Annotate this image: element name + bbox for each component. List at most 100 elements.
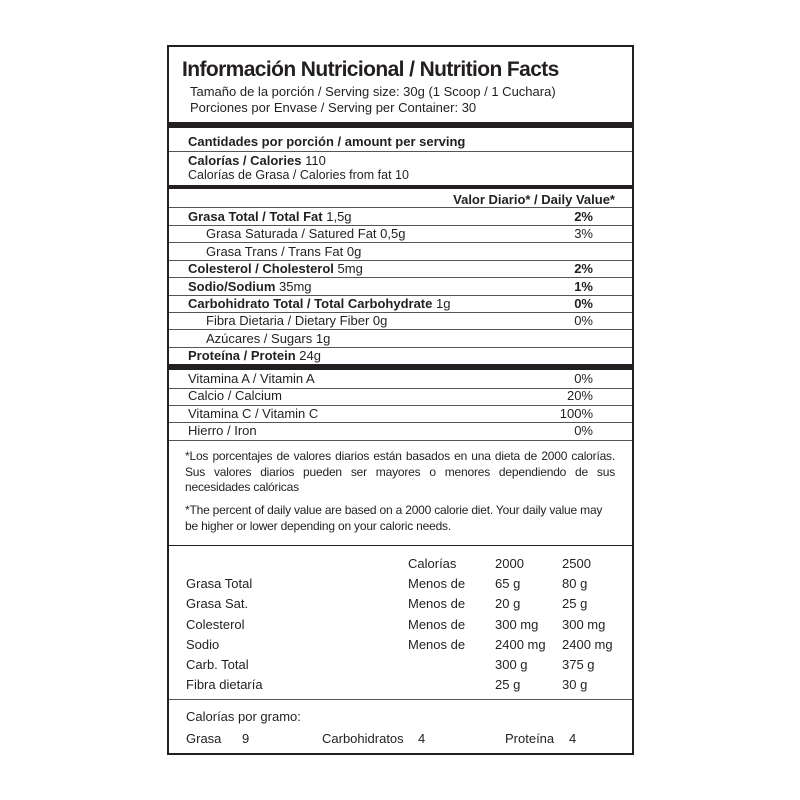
footnote-spanish: *Los porcentajes de valores diarios está… — [185, 449, 615, 494]
reference-table-cell: Grasa Sat. — [186, 596, 249, 612]
nutrient-label: Carbohidrato Total / Total Carbohydrate — [188, 296, 433, 311]
servings-per-container: Porciones por Envase / Serving per Conta… — [190, 100, 477, 115]
nutrient-daily-value: 0% — [574, 313, 593, 329]
divider — [169, 439, 632, 441]
reference-table-header-cell: 2000 — [495, 556, 524, 571]
reference-table-cell: Grasa Total — [186, 576, 253, 592]
nutrient-amount: 24g — [299, 348, 321, 364]
serving-size: Tamaño de la porción / Serving size: 30g… — [190, 84, 556, 99]
divider — [169, 329, 632, 331]
cpg-fat-value: 9 — [242, 731, 250, 746]
nutrient-row: Colesterol / Cholesterol 5mg — [188, 261, 363, 276]
nutrient-label: Grasa Trans / Trans Fat — [206, 243, 344, 259]
reference-table-cell: 375 g — [562, 657, 595, 672]
reference-table-cell: 65 g — [495, 576, 521, 592]
cpg-carb-value: 4 — [418, 731, 426, 746]
nutrient-row: Proteína / Protein 24g — [188, 348, 321, 363]
calories-per-gram-title: Calorías por gramo: — [186, 709, 301, 724]
divider — [169, 225, 632, 226]
nutrient-row: Grasa Total / Total Fat 1,5g — [188, 209, 352, 224]
divider — [169, 404, 632, 406]
divider — [169, 422, 632, 424]
reference-table-cell: 2400 mg — [495, 636, 546, 652]
vitamin-daily-value: 20% — [566, 388, 593, 404]
divider — [169, 387, 632, 389]
vitamin-label: Vitamina A / Vitamin A — [188, 371, 315, 386]
label-title: Información Nutricional / Nutrition Fact… — [182, 58, 559, 81]
nutrient-label: Azúcares / Sugars — [206, 330, 313, 346]
divider — [169, 346, 632, 348]
nutrient-row: Fibra Dietaria / Dietary Fiber 0g — [206, 313, 387, 328]
reference-table-cell: Fibra dietaría — [186, 677, 263, 693]
nutrient-label: Grasa Saturada / Satured Fat — [206, 226, 377, 242]
nutrient-amount: 1,5g — [326, 209, 352, 224]
nutrient-row: Sodio/Sodium 35mg — [188, 279, 312, 294]
cpg-fat-label: Grasa — [186, 731, 222, 746]
cpg-carb-label: Carbohidratos — [322, 731, 404, 746]
calories-value: 110 — [305, 153, 326, 168]
divider — [169, 545, 632, 546]
vitamin-label: Hierro / Iron — [188, 423, 257, 439]
vitamin-daily-value: 100% — [559, 405, 593, 421]
reference-table-header-cell: Calorías — [408, 556, 457, 571]
cpg-protein-label: Proteína — [505, 731, 555, 746]
nutrient-daily-value: 3% — [574, 226, 593, 242]
reference-table-header-cell: 2500 — [562, 556, 591, 571]
reference-table-cell: 300 mg — [495, 616, 539, 632]
reference-table-cell: 300 g — [495, 657, 528, 672]
reference-table-cell: 300 mg — [562, 616, 606, 632]
nutrient-label: Colesterol / Cholesterol — [188, 261, 334, 277]
nutrient-amount: 0g — [372, 313, 388, 329]
vitamin-label: Vitamina C / Vitamin C — [188, 405, 319, 421]
cpg-protein-value: 4 — [569, 731, 577, 746]
nutrition-label-frame — [167, 45, 634, 755]
nutrient-daily-value: 1% — [574, 278, 593, 294]
reference-table-cell: 2400 mg — [562, 636, 613, 652]
nutrient-amount: 1g — [436, 296, 451, 311]
nutrient-label: Fibra Dietaria / Dietary Fiber — [206, 313, 370, 329]
nutrient-amount: 1g — [315, 330, 331, 346]
nutrient-row: Azúcares / Sugars 1g — [206, 331, 330, 346]
vitamin-label: Calcio / Calcium — [188, 388, 282, 404]
divider — [169, 699, 632, 700]
divider — [169, 277, 632, 279]
reference-table-cell: Menos de — [408, 636, 466, 652]
nutrient-daily-value: 2% — [574, 209, 593, 224]
daily-value-header: Valor Diario* / Daily Value* — [453, 192, 615, 207]
nutrient-row: Carbohidrato Total / Total Carbohydrate … — [188, 296, 450, 311]
divider — [169, 259, 632, 261]
thick-divider — [169, 122, 632, 128]
nutrient-daily-value: 2% — [574, 261, 593, 277]
reference-table-cell: 30 g — [562, 677, 588, 693]
nutrient-label: Sodio/Sodium — [188, 278, 276, 294]
divider — [169, 294, 632, 296]
reference-table-cell: Colesterol — [186, 616, 245, 632]
amount-per-serving: Cantidades por porción / amount per serv… — [188, 134, 466, 149]
nutrient-daily-value: 0% — [574, 296, 593, 311]
reference-table-cell: Sodio — [186, 636, 220, 652]
calories-from-fat: Calorías de Grasa / Calories from fat 10 — [188, 168, 409, 182]
nutrient-label: Proteína / Protein — [188, 348, 296, 364]
divider — [169, 151, 632, 152]
reference-table-cell: 80 g — [562, 576, 588, 592]
divider — [169, 312, 632, 313]
nutrient-amount: 0g — [346, 243, 362, 259]
reference-table-cell: 20 g — [495, 596, 521, 612]
divider — [169, 207, 632, 208]
nutrient-label: Grasa Total / Total Fat — [188, 209, 323, 224]
nutrient-amount: 5mg — [337, 261, 363, 277]
vitamin-daily-value: 0% — [574, 371, 593, 386]
vitamin-daily-value: 0% — [574, 423, 593, 439]
thick-divider — [169, 185, 632, 189]
thick-divider — [169, 364, 632, 370]
calories-label: Calorías / Calories — [188, 153, 302, 168]
nutrient-row: Grasa Trans / Trans Fat 0g — [206, 244, 361, 259]
nutrient-amount: 0,5g — [380, 226, 406, 242]
nutrient-row: Grasa Saturada / Satured Fat 0,5g — [206, 226, 405, 241]
reference-table-cell: Menos de — [408, 576, 466, 592]
nutrient-amount: 35mg — [279, 278, 312, 294]
reference-table-cell: 25 g — [562, 596, 588, 612]
reference-table-cell: Menos de — [408, 596, 466, 612]
footnote-english: *The percent of daily value are based on… — [185, 503, 603, 533]
divider — [169, 242, 632, 244]
